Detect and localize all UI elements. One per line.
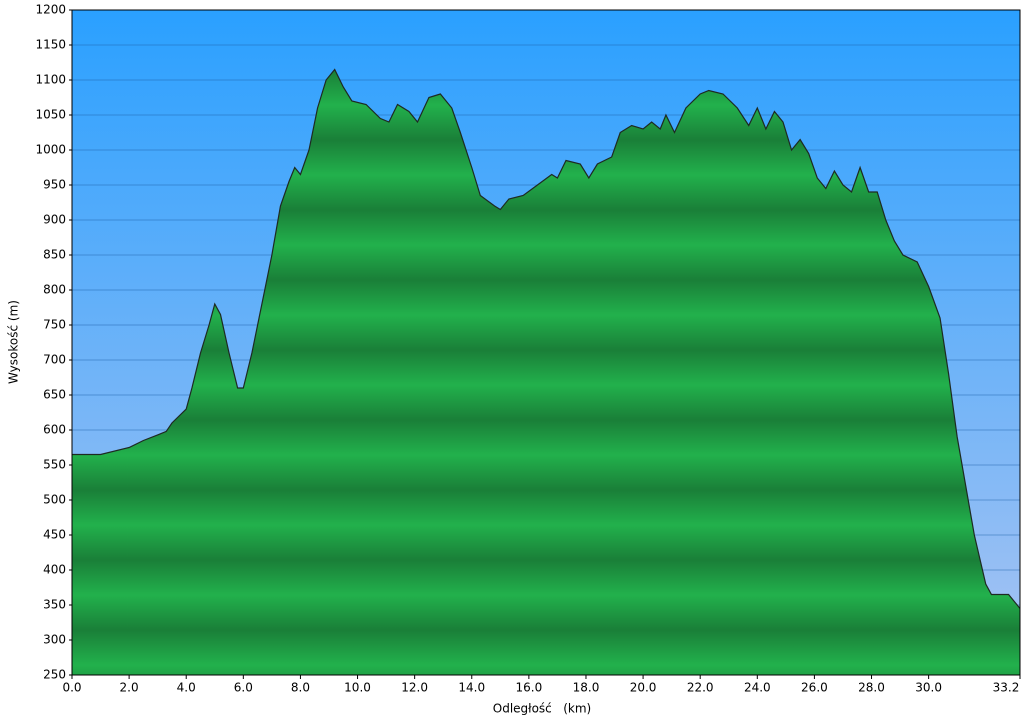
area-line [72, 68, 1021, 609]
y-tick-label: 450 [43, 528, 66, 542]
y-tick-label: 850 [43, 248, 66, 262]
x-axis-label: Odległość (km) [493, 702, 591, 716]
x-tick-label: 2.0 [120, 681, 139, 695]
y-tick-label: 600 [43, 423, 66, 437]
x-tick-label: 8.0 [291, 681, 310, 695]
y-tick-label: 900 [43, 213, 66, 227]
y-tick-label: 800 [43, 283, 66, 297]
y-tick-label: 1150 [35, 38, 66, 52]
x-tick-label: 14.0 [458, 681, 485, 695]
x-tick-label: 30.0 [915, 681, 942, 695]
x-tick-label: 24.0 [744, 681, 771, 695]
x-tick-label: 18.0 [573, 681, 600, 695]
y-tick-label: 550 [43, 458, 66, 472]
y-tick-label: 1050 [35, 108, 66, 122]
y-tick-label: 500 [43, 493, 66, 507]
x-tick-label: 33.2 [993, 681, 1020, 695]
x-tick-label: 20.0 [630, 681, 657, 695]
y-tick-label: 750 [43, 318, 66, 332]
y-tick-label: 700 [43, 353, 66, 367]
x-tick-label: 28.0 [858, 681, 885, 695]
x-tick-label: 6.0 [234, 681, 253, 695]
area-fill [72, 69, 1020, 675]
y-tick-label: 950 [43, 178, 66, 192]
x-tick-label: 10.0 [344, 681, 371, 695]
x-tick-label: 16.0 [516, 681, 543, 695]
y-tick-label: 1200 [35, 3, 66, 17]
x-tick-label: 12.0 [401, 681, 428, 695]
x-tick-label: 0.0 [62, 681, 81, 695]
y-tick-label: 650 [43, 388, 66, 402]
y-tick-label: 300 [43, 633, 66, 647]
y-tick-label: 1000 [35, 143, 66, 157]
y-tick-label: 250 [43, 668, 66, 682]
y-axis-label: Wysokość (m) [7, 300, 21, 384]
y-tick-label: 400 [43, 563, 66, 577]
x-tick-label: 26.0 [801, 681, 828, 695]
plot-frame [71, 9, 1021, 676]
y-tick-label: 1100 [35, 73, 66, 87]
y-tick-label: 350 [43, 598, 66, 612]
x-tick-label: 4.0 [177, 681, 196, 695]
x-tick-label: 22.0 [687, 681, 714, 695]
